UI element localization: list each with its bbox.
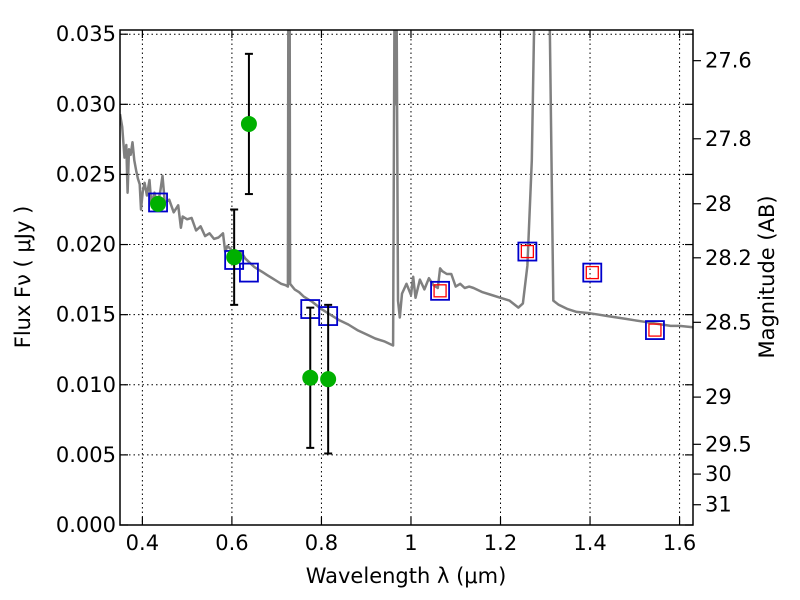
y-tick-label: 0.015 — [56, 303, 116, 327]
y2-tick-label: 31 — [705, 493, 732, 517]
x-tick-label: 1 — [404, 531, 417, 555]
predicted-flux-marker — [585, 265, 599, 280]
y2-tick-label: 28 — [705, 192, 732, 216]
y2-tick-label: 29 — [705, 385, 732, 409]
y2-tick-label: 28.2 — [705, 246, 752, 270]
plot-area — [120, 30, 693, 455]
y2-tick-label: 27.6 — [705, 49, 752, 73]
predicted-flux-marker — [648, 323, 662, 337]
observed-flux-point — [150, 195, 167, 212]
x-tick-label: 0.6 — [215, 531, 248, 555]
model-band-flux-marker — [430, 280, 450, 301]
x-axis-title: Wavelength λ (μm) — [306, 564, 507, 588]
axes: 0.000 0.005 0.010 0.015 0.020 0.025 0.030 0.035… — [56, 22, 752, 555]
predicted-flux-marker — [433, 284, 447, 298]
observed-flux-point — [226, 249, 243, 266]
y-tick-label: 0.010 — [56, 373, 116, 397]
x-tick-label: 1.6 — [663, 531, 696, 555]
model-band-flux-marker — [645, 320, 665, 340]
y2-tick-label: 29.5 — [705, 432, 752, 456]
y-tick-label: 0.035 — [56, 22, 116, 46]
grid-lines — [120, 30, 693, 526]
y2-tick-label: 30 — [705, 462, 732, 486]
y2-axis-title: Magnitude (AB) — [755, 195, 779, 358]
model-spectrum-line — [120, 30, 693, 347]
y-axis-title: Flux Fν ( μJy ) — [11, 206, 35, 349]
observed-flux-point — [240, 115, 257, 132]
y-tick-label: 0.020 — [56, 233, 116, 257]
model-band-flux-marker — [239, 262, 259, 283]
x-tick-label: 1.2 — [484, 531, 517, 555]
observed-flux-point — [320, 371, 337, 388]
plot-frame — [119, 29, 694, 526]
x-tick-label: 0.4 — [126, 531, 159, 555]
y-tick-label: 0.005 — [56, 443, 116, 467]
y2-tick-label: 27.8 — [705, 127, 752, 151]
predicted-flux-marker — [520, 244, 535, 259]
y-tick-label: 0.025 — [56, 162, 116, 186]
y-tick-label: 0.030 — [56, 92, 116, 116]
y2-tick-label: 28.5 — [705, 310, 752, 334]
x-tick-label: 0.8 — [305, 531, 338, 555]
x-tick-label: 1.4 — [573, 531, 606, 555]
y-tick-label: 0.000 — [56, 513, 116, 537]
model-band-flux-marker — [582, 262, 603, 283]
observed-flux-point — [302, 369, 319, 386]
model-band-flux-marker — [517, 241, 538, 262]
